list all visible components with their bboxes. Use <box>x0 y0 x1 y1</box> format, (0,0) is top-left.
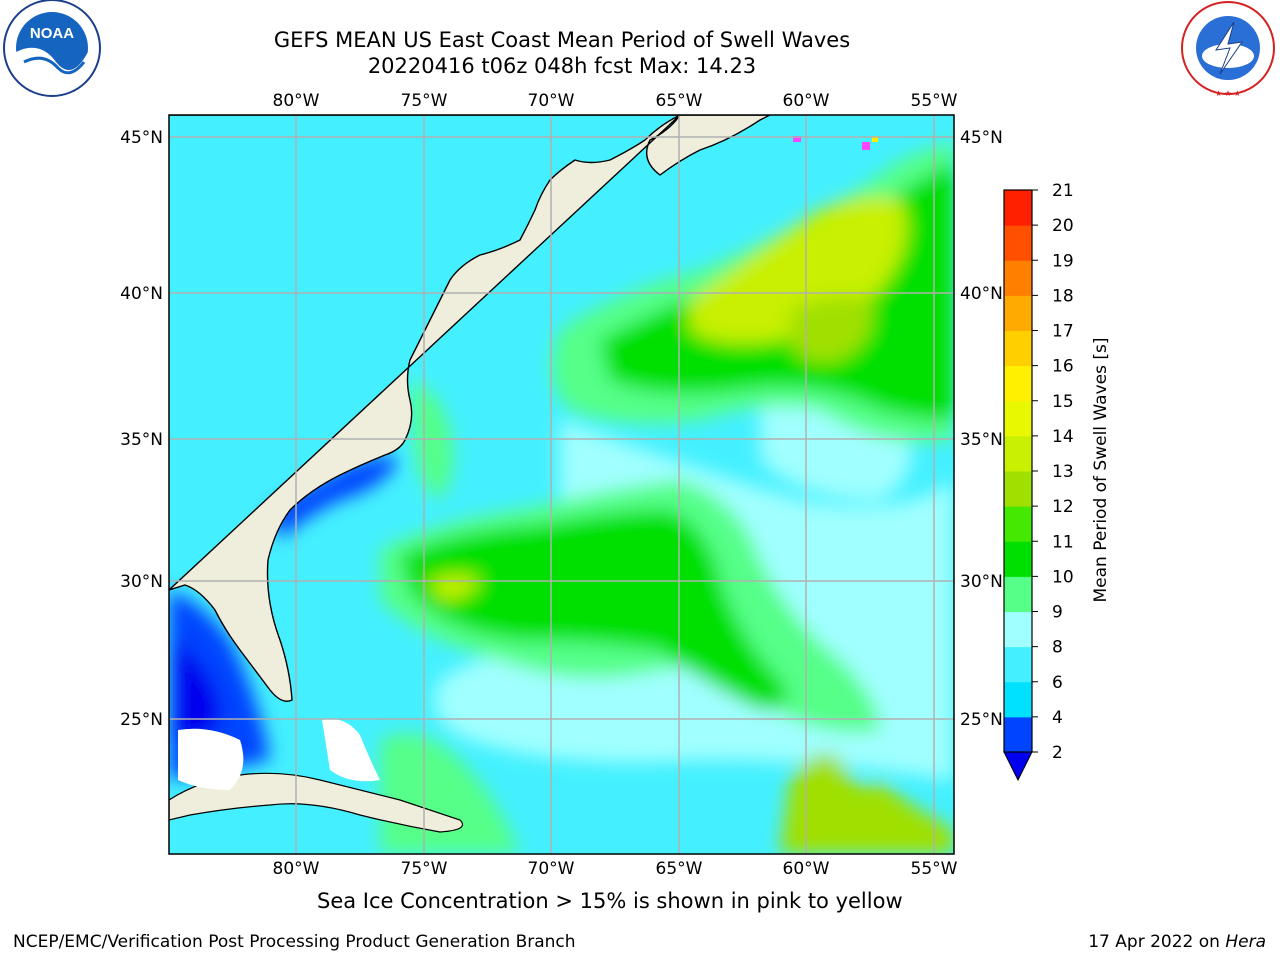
footer-date: 17 Apr 2022 on Hera <box>1088 932 1266 952</box>
noaa-logo: NOAA <box>3 0 101 97</box>
colorbar-tick-label: 13 <box>1052 462 1074 482</box>
lat-tick-left: 25°N <box>120 710 163 730</box>
lat-tick-left: 35°N <box>120 430 163 450</box>
colorbar-bin <box>1004 330 1032 367</box>
footer-date-text: 17 Apr 2022 on <box>1088 932 1226 952</box>
colorbar-tick-label: 18 <box>1052 286 1074 306</box>
colorbar-tick-label: 15 <box>1052 392 1074 412</box>
colorbar-tick-label: 9 <box>1052 603 1063 623</box>
lon-tick-bottom: 75°W <box>401 859 448 879</box>
colorbar-tick-label: 8 <box>1052 638 1063 658</box>
colorbar-tick-label: 14 <box>1052 427 1074 447</box>
footer-machine: Hera <box>1225 932 1266 952</box>
colorbar-bin <box>1004 506 1032 542</box>
colorbar-bin <box>1004 471 1032 507</box>
lon-tick-bottom: 80°W <box>273 859 320 879</box>
lon-tick-bottom: 55°W <box>911 859 958 879</box>
swell-period-field <box>169 115 954 854</box>
colorbar-bin <box>1004 681 1032 718</box>
lon-tick-bottom: 60°W <box>783 859 830 879</box>
lon-tick-top: 75°W <box>401 91 448 111</box>
map-title: GEFS MEAN US East Coast Mean Period of S… <box>273 28 851 52</box>
lon-tick-top: 80°W <box>273 91 320 111</box>
lat-tick-right: 25°N <box>960 710 1003 730</box>
colorbar-tick-label: 20 <box>1052 216 1074 236</box>
colorbar-tick-label: 10 <box>1052 567 1074 587</box>
map-subtitle: 20220416 t06z 048h fcst Max: 14.23 <box>367 54 757 78</box>
svg-text:★ ★ ★: ★ ★ ★ <box>1215 89 1241 98</box>
colorbar-bin <box>1004 435 1032 472</box>
colorbar-bin <box>1004 295 1032 331</box>
lon-tick-top: 60°W <box>783 91 830 111</box>
colorbar-tick-label: 4 <box>1052 708 1063 728</box>
nws-logo: ★ ★ ★ <box>1181 1 1275 98</box>
colorbar-label: Mean Period of Swell Waves [s] <box>1091 338 1111 603</box>
colorbar-bin <box>1004 190 1032 226</box>
colorbar-tick-label: 21 <box>1052 181 1074 201</box>
lat-tick-left: 30°N <box>120 572 163 592</box>
colorbar-tick-label: 12 <box>1052 497 1074 517</box>
map-frame <box>168 114 955 855</box>
lon-tick-top: 70°W <box>528 91 575 111</box>
colorbar-bin <box>1004 576 1032 612</box>
sea-ice-note: Sea Ice Concentration > 15% is shown in … <box>317 889 903 913</box>
colorbar-tick-label: 6 <box>1052 673 1063 693</box>
noaa-logo-text: NOAA <box>30 25 74 42</box>
colorbar-bin <box>1004 225 1032 261</box>
colorbar-bin <box>1004 541 1032 577</box>
colorbar-tick-label: 11 <box>1052 532 1074 552</box>
land-north-america <box>169 115 771 702</box>
colorbar-bin <box>1004 365 1032 402</box>
colorbar: 2 4 6 8 9 10 11 12 13 14 15 16 17 18 19 20 21 <box>1003 181 1074 782</box>
colorbar-tick-label: 19 <box>1052 251 1074 271</box>
lat-tick-left: 45°N <box>120 128 163 148</box>
lat-tick-right: 45°N <box>960 128 1003 148</box>
lon-tick-bottom: 70°W <box>528 859 575 879</box>
lat-tick-right: 30°N <box>960 572 1003 592</box>
colorbar-extend-arrow <box>1003 751 1033 782</box>
colorbar-bin <box>1004 716 1032 753</box>
land-cuba <box>169 772 464 833</box>
colorbar-bin <box>1004 400 1032 437</box>
footer-credit: NCEP/EMC/Verification Post Processing Pr… <box>13 932 576 952</box>
lon-tick-top: 65°W <box>656 91 703 111</box>
colorbar-tick-label: 16 <box>1052 357 1074 377</box>
colorbar-tick-label: 17 <box>1052 322 1074 342</box>
graticule <box>169 115 954 854</box>
lat-tick-right: 35°N <box>960 430 1003 450</box>
colorbar-bin <box>1004 611 1032 648</box>
colorbar-bin <box>1004 646 1032 683</box>
lat-tick-right: 40°N <box>960 284 1003 304</box>
colorbar-bin <box>1004 260 1032 296</box>
lat-tick-left: 40°N <box>120 284 163 304</box>
lon-tick-bottom: 65°W <box>656 859 703 879</box>
colorbar-tick-label: 2 <box>1052 743 1063 763</box>
lon-tick-top: 55°W <box>911 91 958 111</box>
